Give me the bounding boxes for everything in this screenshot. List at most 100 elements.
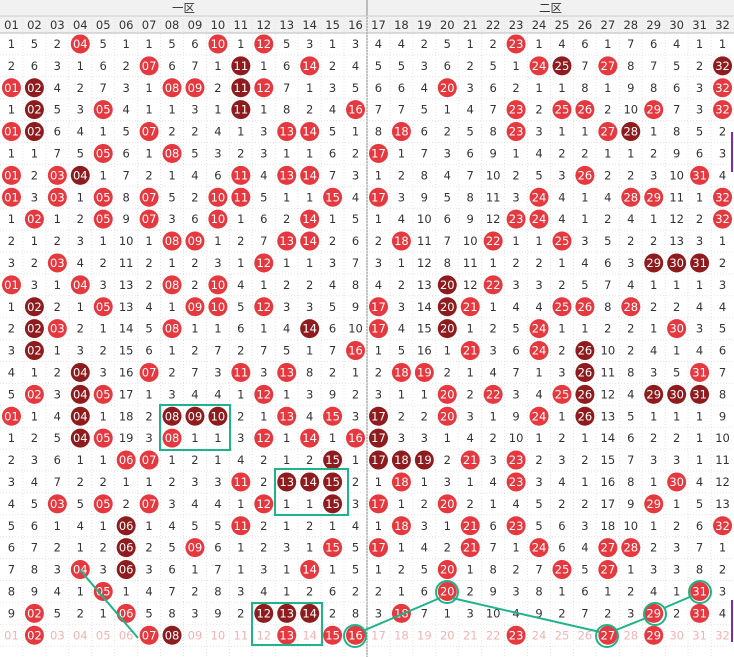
cell-number: 5 [260,190,267,204]
cell-number: 8 [31,563,38,577]
ball-number: 12 [256,81,271,95]
ball-number: 10 [211,212,226,226]
column-header: 07 [142,18,157,32]
cell-number: 2 [719,125,726,139]
cell-number: 1 [444,606,451,620]
ball-number: 01 [4,81,19,95]
ball [713,78,733,98]
ball [391,122,411,142]
ball [483,275,503,295]
ball-number: 07 [142,628,157,642]
ball-number: 23 [509,519,524,533]
ball [323,450,343,470]
cell-number: 12 [463,278,478,292]
cell-number: 4 [145,584,152,598]
cell-number: 3 [260,146,267,160]
column-header: 09 [188,18,203,32]
cell-number: 2 [489,431,496,445]
cell-number: 5 [352,212,359,226]
ball [667,384,687,404]
ball [116,560,136,580]
ball-number: 05 [96,584,111,598]
cell-number: 3 [512,278,519,292]
cell-number: 5 [31,497,38,511]
ball [231,165,251,185]
cell-number: 3 [8,344,15,358]
cell-number: 3 [719,278,726,292]
cell-number: 3 [398,300,405,314]
ball [93,209,113,229]
ball [231,472,251,492]
cell-number: 9 [627,497,634,511]
ball-number: 01 [4,125,19,139]
cell-number: 4 [512,497,519,511]
ball [300,319,320,339]
cell-number: 1 [283,190,290,204]
cell-number: 1 [260,322,267,336]
cell-number: 7 [329,344,336,358]
ball [644,625,664,645]
cell-number: 1 [489,497,496,511]
cell-number: 31 [692,628,707,642]
ball-number: 12 [256,387,271,401]
cell-number: 6 [650,37,657,51]
ball-number: 14 [302,322,317,336]
cell-number: 2 [673,431,680,445]
cell-number: 1 [237,387,244,401]
cell-number: 5 [191,146,198,160]
ball-number: 03 [50,190,65,204]
cell-number: 1 [719,234,726,248]
ball [1,78,21,98]
trend-line [663,595,693,609]
cell-number: 5 [8,519,15,533]
cell-number: 3 [650,563,657,577]
cell-number: 1 [77,584,84,598]
ball [368,297,388,317]
ball [575,165,595,185]
cell-number: 4 [558,475,565,489]
cell-number: 3 [512,387,519,401]
column-header: 05 [96,18,111,32]
cell-number: 6 [168,59,175,73]
ball-number: 29 [646,103,661,117]
column-header: 27 [601,18,616,32]
ball [644,494,664,514]
cell-number: 12 [669,212,684,226]
cell-number: 1 [673,497,680,511]
ball [162,428,182,448]
ball [575,341,595,361]
ball [621,538,641,558]
cell-number: 1 [627,146,634,160]
ball [506,625,526,645]
ball [139,625,159,645]
ball-number: 04 [73,278,88,292]
ball [162,275,182,295]
ball [368,494,388,514]
cell-number: 20 [440,628,455,642]
cell-number: 28 [623,628,638,642]
cell-number: 3 [260,563,267,577]
cell-number: 1 [352,453,359,467]
column-header: 18 [394,18,409,32]
cell-number: 1 [260,278,267,292]
cell-number: 1 [329,431,336,445]
cell-number: 1 [168,168,175,182]
ball-number: 12 [256,37,271,51]
ball [231,362,251,382]
column-header: 31 [692,18,707,32]
cell-number: 8 [352,278,359,292]
ball [552,384,572,404]
cell-number: 1 [581,431,588,445]
cell-number: 1 [558,409,565,423]
cell-number: 7 [191,59,198,73]
cell-number: 19 [119,431,134,445]
ball [93,100,113,120]
ball-number: 20 [440,563,455,577]
ball [300,428,320,448]
cell-number: 7 [604,278,611,292]
cell-number: 9 [673,146,680,160]
cell-number: 1 [375,519,382,533]
cell-number: 2 [145,278,152,292]
ball-number: 19 [417,365,432,379]
